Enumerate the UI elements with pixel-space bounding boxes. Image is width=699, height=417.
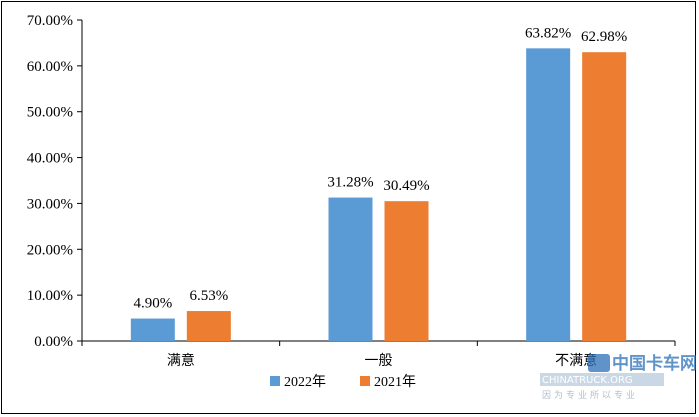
y-tick-label: 40.00% — [27, 151, 73, 167]
bar — [328, 197, 373, 341]
bar — [526, 48, 571, 341]
data-label: 4.90% — [133, 296, 172, 312]
data-label: 62.98% — [581, 29, 627, 45]
data-label: 30.49% — [383, 178, 429, 194]
watermark-logo-icon — [588, 354, 610, 372]
y-tick-label: 20.00% — [27, 242, 73, 258]
watermark-subtitle-bg — [540, 373, 664, 386]
y-tick-label: 60.00% — [27, 59, 73, 75]
legend-label: 2022年 — [284, 374, 326, 390]
category-label: 满意 — [167, 352, 195, 369]
data-label: 6.53% — [189, 288, 228, 304]
data-label: 63.82% — [525, 25, 571, 41]
data-label: 31.28% — [327, 175, 373, 191]
legend-swatch — [360, 376, 370, 386]
bar — [384, 201, 429, 341]
legend: 2022年 2021年 — [270, 374, 416, 390]
y-tick-label: 10.00% — [27, 288, 73, 304]
bar — [186, 311, 231, 341]
x-ticks — [81, 341, 676, 346]
bars — [130, 48, 627, 342]
y-ticks: 0.00% 10.00% 20.00% 30.00% 40.00% 50.00% 60.00… — [27, 13, 82, 350]
y-tick-label: 50.00% — [27, 105, 73, 121]
category-label: 不满意 — [555, 352, 597, 369]
legend-swatch — [270, 376, 280, 386]
category-labels: 满意 一般 不满意 — [167, 352, 597, 369]
bar — [130, 318, 175, 341]
bar — [582, 52, 627, 342]
y-tick-label: 30.00% — [27, 196, 73, 212]
category-label: 一般 — [365, 353, 393, 369]
data-labels: 4.90% 6.53% 31.28% 30.49% 63.82% 62.98% — [133, 25, 627, 311]
watermark-subtitle: CHINATRUCK.ORG — [542, 375, 633, 386]
legend-label: 2021年 — [374, 374, 416, 390]
watermark: 中国卡车网 CHINATRUCK.ORG 因为专业所以专业 — [540, 353, 697, 401]
axes — [81, 20, 675, 342]
watermark-title: 中国卡车网 — [612, 353, 697, 374]
y-tick-label: 0.00% — [34, 334, 73, 350]
watermark-tagline: 因为专业所以专业 — [542, 389, 638, 401]
y-tick-label: 70.00% — [27, 13, 73, 29]
